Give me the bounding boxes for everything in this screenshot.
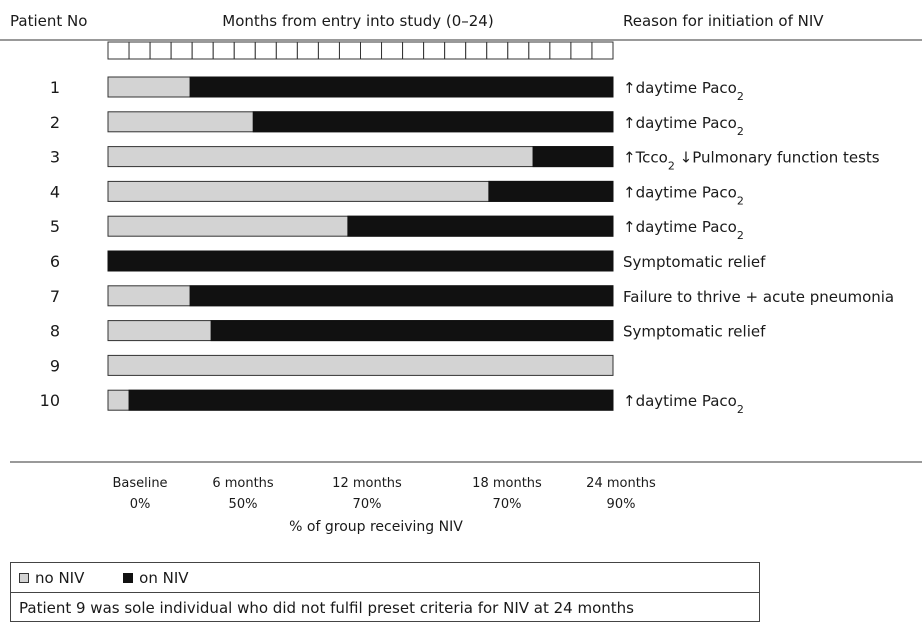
niv-timeline-chart: Patient No Months from entry into study (…	[0, 12, 922, 535]
month-grid-cell	[233, 41, 256, 60]
month-grid-cell	[381, 41, 404, 60]
month-grid-cell	[444, 41, 467, 60]
x-tick-percent: 0%	[130, 497, 151, 512]
bar-on-niv	[189, 76, 614, 98]
month-grid-cell	[296, 41, 319, 60]
patient-label: 4	[50, 182, 60, 201]
legend-row: no NIV on NIV	[19, 569, 223, 587]
reason-label: Symptomatic relief	[623, 323, 766, 341]
header-reason: Reason for initiation of NIV	[623, 12, 824, 30]
month-grid-cell	[360, 41, 383, 60]
patient-label: 1	[50, 78, 60, 97]
x-axis-label: % of group receiving NIV	[289, 519, 463, 535]
x-tick-percent: 70%	[493, 497, 522, 512]
month-grid-cell	[128, 41, 151, 60]
x-tick-label: Baseline	[112, 476, 167, 491]
month-grid-cell	[549, 41, 572, 60]
bar-on-niv	[532, 146, 614, 168]
month-grid-cell	[591, 41, 614, 60]
month-grid-cell	[254, 41, 277, 60]
reason-label: ↑daytime Paco2	[623, 218, 744, 242]
month-grid-cell	[275, 41, 298, 60]
x-tick-percent: 70%	[353, 497, 382, 512]
x-tick-label: 12 months	[332, 476, 402, 491]
reason-label: Failure to thrive + acute pneumonia	[623, 288, 894, 306]
reason-label: Symptomatic relief	[623, 253, 766, 271]
x-tick-percent: 50%	[229, 497, 258, 512]
month-grid-cell	[402, 41, 425, 60]
no-niv-swatch-icon	[19, 573, 29, 583]
month-grid-cell	[423, 41, 446, 60]
legend-note: Patient 9 was sole individual who did no…	[19, 599, 634, 617]
legend-item-on-niv: on NIV	[123, 569, 189, 587]
patient-label: 8	[50, 322, 60, 341]
on-niv-swatch-icon	[123, 573, 134, 583]
legend-label-on-niv: on NIV	[139, 569, 189, 587]
bar-on-niv	[210, 320, 614, 342]
bar-on-niv	[128, 389, 614, 411]
month-grid-cell	[507, 41, 530, 60]
patient-label: 6	[50, 252, 60, 271]
month-grid-cell	[191, 41, 214, 60]
patient-label: 3	[50, 148, 60, 167]
legend-label-no-niv: no NIV	[35, 569, 85, 587]
patient-label: 7	[50, 287, 60, 306]
reason-label: ↑daytime Paco2	[623, 79, 744, 103]
reason-label: ↑daytime Paco2	[623, 114, 744, 138]
header-patient-no: Patient No	[10, 12, 87, 30]
month-grid-cell	[212, 41, 235, 60]
month-grid-cell	[486, 41, 509, 60]
month-grid-cell	[317, 41, 340, 60]
bar-on-niv	[189, 285, 614, 307]
bar-on-niv	[107, 250, 614, 272]
bar-on-niv	[252, 111, 614, 133]
month-grid-cell	[338, 41, 362, 60]
header-months: Months from entry into study (0–24)	[222, 12, 493, 30]
x-tick-label: 24 months	[586, 476, 656, 491]
month-grid-cell	[107, 41, 130, 60]
patient-label: 9	[50, 356, 60, 375]
legend-divider	[11, 592, 759, 593]
patient-label: 2	[50, 113, 60, 132]
x-tick-label: 18 months	[472, 476, 542, 491]
reason-label: ↑Tcco2 ↓Pulmonary function tests	[623, 149, 880, 173]
legend-item-no-niv: no NIV	[19, 569, 84, 587]
reason-label: ↑daytime Paco2	[623, 392, 744, 416]
month-grid-cell	[570, 41, 593, 60]
reason-label: ↑daytime Paco2	[623, 183, 744, 207]
month-grid-cell	[170, 41, 193, 60]
x-tick-label: 6 months	[212, 476, 274, 491]
bar-no-niv	[107, 354, 614, 376]
x-tick-percent: 90%	[607, 497, 636, 512]
patient-label: 10	[40, 391, 60, 410]
bar-on-niv	[347, 215, 614, 237]
month-grid-cell	[465, 41, 488, 60]
month-grid-cell	[528, 41, 551, 60]
patient-label: 5	[50, 217, 60, 236]
month-grid-cell	[149, 41, 172, 60]
legend-box: no NIV on NIV Patient 9 was sole individ…	[10, 562, 760, 622]
bar-on-niv	[488, 180, 614, 202]
